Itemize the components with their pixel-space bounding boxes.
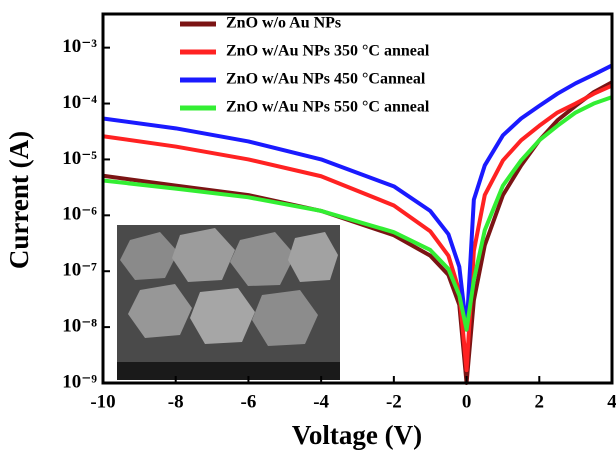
legend-label: ZnO w/Au NPs 550 °C anneal bbox=[226, 99, 430, 116]
chart: Voltage (V) Current (A) -10 -8 -6 -4 -2 0 2 4 10… bbox=[0, 0, 616, 453]
x-tick-label: -6 bbox=[241, 391, 257, 412]
y-tick-label: 10⁻⁹ bbox=[62, 371, 97, 392]
x-tick-label: 2 bbox=[535, 391, 545, 412]
y-tick-label: 10⁻⁷ bbox=[62, 260, 97, 281]
x-tick-label: 4 bbox=[607, 391, 616, 412]
legend-label: ZnO w/Au NPs 350 °C anneal bbox=[226, 43, 430, 60]
y-tick-label: 10⁻⁶ bbox=[62, 204, 97, 225]
y-axis-label: Current (A) bbox=[4, 131, 34, 269]
legend-label: ZnO w/o Au NPs bbox=[226, 15, 341, 32]
y-tick-label: 10⁻⁴ bbox=[62, 92, 97, 113]
y-tick-label: 10⁻⁵ bbox=[62, 148, 97, 169]
x-tick-label: 0 bbox=[462, 391, 472, 412]
y-tick-label: 10⁻³ bbox=[62, 36, 97, 57]
legend-label: ZnO w/Au NPs 450 °Canneal bbox=[226, 71, 426, 88]
x-tick-label: -8 bbox=[168, 391, 184, 412]
y-tick-label: 10⁻⁸ bbox=[62, 315, 97, 336]
x-axis-label: Voltage (V) bbox=[292, 420, 422, 450]
x-tick-label: -4 bbox=[313, 391, 329, 412]
x-tick-label: -10 bbox=[90, 391, 115, 412]
x-tick-label: -2 bbox=[386, 391, 402, 412]
inset-image bbox=[117, 225, 340, 380]
inset-caption-bar bbox=[117, 362, 340, 380]
